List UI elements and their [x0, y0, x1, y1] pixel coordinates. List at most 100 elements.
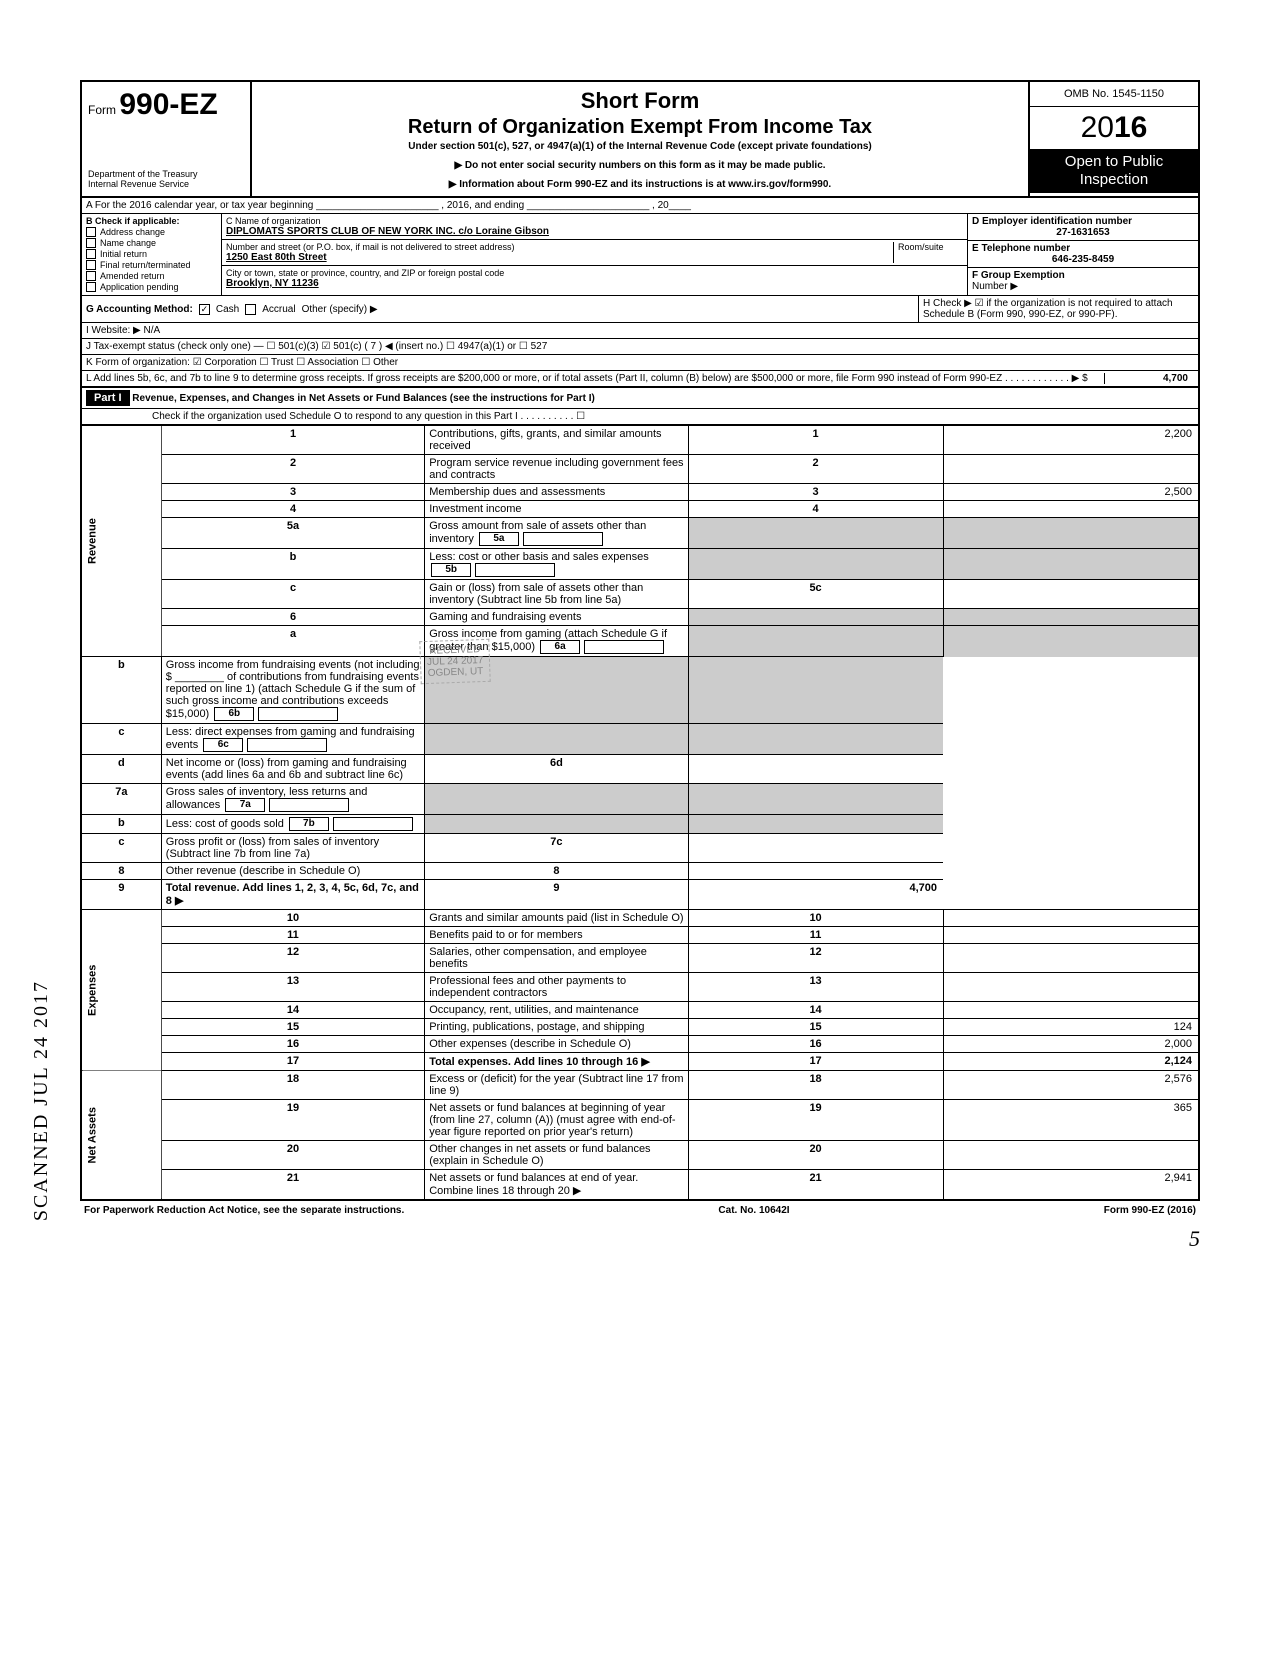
line-no: 18: [161, 1071, 424, 1100]
line-no: 16: [161, 1036, 424, 1053]
section-c: C Name of organization DIPLOMATS SPORTS …: [222, 214, 968, 295]
line-amount: [688, 815, 943, 834]
chk-address-change[interactable]: [86, 227, 96, 237]
line-no: 15: [161, 1019, 424, 1036]
line-text: Contributions, gifts, grants, and simila…: [425, 426, 688, 455]
line-amount: [943, 549, 1198, 580]
inline-blank[interactable]: [247, 738, 327, 752]
line-no: a: [161, 626, 424, 657]
line-amount: 2,124: [943, 1053, 1198, 1071]
line-text: Total expenses. Add lines 10 through 16 …: [425, 1053, 688, 1071]
line-box-no: 13: [688, 973, 943, 1002]
inline-blank[interactable]: [523, 532, 603, 546]
line-text: Total revenue. Add lines 1, 2, 3, 4, 5c,…: [161, 880, 424, 910]
row-j: J Tax-exempt status (check only one) — ☐…: [82, 339, 1198, 355]
scanned-stamp: SCANNED JUL 24 2017: [30, 980, 53, 1221]
chk-amended[interactable]: [86, 271, 96, 281]
line-text: Gross sales of inventory, less returns a…: [161, 784, 424, 815]
line-amount: 2,200: [943, 426, 1198, 455]
title-short: Short Form: [260, 88, 1020, 114]
line-box-no: [425, 784, 688, 815]
line-row: cGross profit or (loss) from sales of in…: [82, 834, 1198, 863]
line-amount: 4,700: [688, 880, 943, 910]
chk-final-return[interactable]: [86, 260, 96, 270]
line-no: 9: [82, 880, 161, 910]
line-row: 21Net assets or fund balances at end of …: [82, 1170, 1198, 1200]
lbl-accrual: Accrual: [262, 304, 295, 315]
line-amount: [943, 501, 1198, 518]
year-prefix: 20: [1081, 111, 1114, 144]
group-exemption-label: F Group Exemption: [972, 270, 1065, 281]
line-box-no: 12: [688, 944, 943, 973]
inline-box: 5a: [479, 532, 519, 546]
block-bcdef: B Check if applicable: Address change Na…: [82, 214, 1198, 296]
line-amount: [688, 724, 943, 755]
omb-number: OMB No. 1545-1150: [1030, 82, 1198, 107]
room-suite-label: Room/suite: [893, 242, 963, 263]
row-l: L Add lines 5b, 6c, and 7b to line 9 to …: [82, 371, 1198, 388]
line-amount: [688, 755, 943, 784]
line-text: Program service revenue including govern…: [425, 455, 688, 484]
lines-table: Revenue1Contributions, gifts, grants, an…: [82, 425, 1198, 1199]
section-b-label: B Check if applicable:: [86, 216, 217, 226]
ein-value: 27-1631653: [972, 227, 1194, 238]
inline-blank[interactable]: [475, 563, 555, 577]
line-row: 5aGross amount from sale of assets other…: [82, 518, 1198, 549]
phone-value: 646-235-8459: [972, 254, 1194, 265]
row-l-amount: 4,700: [1104, 373, 1194, 384]
row-g: G Accounting Method: Cash Accrual Other …: [82, 296, 918, 322]
line-amount: [943, 973, 1198, 1002]
addr-label: Number and street (or P.O. box, if mail …: [226, 242, 893, 252]
chk-initial-return[interactable]: [86, 249, 96, 259]
chk-accrual[interactable]: [245, 304, 256, 315]
chk-cash[interactable]: [199, 304, 210, 315]
line-text: Gain or (loss) from sale of assets other…: [425, 580, 688, 609]
line-box-no: 5c: [688, 580, 943, 609]
line-no: 13: [161, 973, 424, 1002]
line-box-no: 19: [688, 1100, 943, 1141]
line-amount: [943, 518, 1198, 549]
line-amount: 2,941: [943, 1170, 1198, 1200]
line-no: c: [82, 724, 161, 755]
inline-blank[interactable]: [258, 707, 338, 721]
line-row: Expenses10Grants and similar amounts pai…: [82, 910, 1198, 927]
inline-blank[interactable]: [584, 640, 664, 654]
chk-name-change[interactable]: [86, 238, 96, 248]
line-box-no: 6d: [425, 755, 688, 784]
line-amount: [688, 834, 943, 863]
open-line1: Open to Public: [1032, 153, 1196, 171]
chk-pending[interactable]: [86, 282, 96, 292]
line-no: 7a: [82, 784, 161, 815]
lbl-cash: Cash: [216, 304, 239, 315]
line-box-no: [425, 815, 688, 834]
line-box-no: 15: [688, 1019, 943, 1036]
inline-blank[interactable]: [333, 817, 413, 831]
line-box-no: 10: [688, 910, 943, 927]
line-amount: [943, 944, 1198, 973]
line-text: Other revenue (describe in Schedule O): [161, 863, 424, 880]
line-no: 17: [161, 1053, 424, 1071]
line-row: 12Salaries, other compensation, and empl…: [82, 944, 1198, 973]
line-row: 4Investment income4: [82, 501, 1198, 518]
footer-left: For Paperwork Reduction Act Notice, see …: [84, 1205, 404, 1216]
row-l-text: L Add lines 5b, 6c, and 7b to line 9 to …: [86, 373, 1098, 384]
line-no: 10: [161, 910, 424, 927]
title-main: Return of Organization Exempt From Incom…: [260, 116, 1020, 139]
line-row: 7aGross sales of inventory, less returns…: [82, 784, 1198, 815]
row-i: I Website: ▶ N/A: [82, 323, 1198, 339]
line-row: dNet income or (loss) from gaming and fu…: [82, 755, 1198, 784]
inline-blank[interactable]: [269, 798, 349, 812]
line-row: 16Other expenses (describe in Schedule O…: [82, 1036, 1198, 1053]
form-990ez: Form 990-EZ Department of the Treasury I…: [80, 80, 1200, 1201]
lbl-pending: Application pending: [100, 282, 179, 292]
part1-label: Part I: [86, 390, 130, 406]
line-text: Benefits paid to or for members: [425, 927, 688, 944]
line-text: Membership dues and assessments: [425, 484, 688, 501]
line-row: aGross income from gaming (attach Schedu…: [82, 626, 1198, 657]
line-amount: [943, 609, 1198, 626]
line-box-no: 20: [688, 1141, 943, 1170]
line-amount: [943, 1002, 1198, 1019]
line-text: Gaming and fundraising events: [425, 609, 688, 626]
part1-title: Revenue, Expenses, and Changes in Net As…: [132, 393, 595, 404]
line-amount: 2,000: [943, 1036, 1198, 1053]
